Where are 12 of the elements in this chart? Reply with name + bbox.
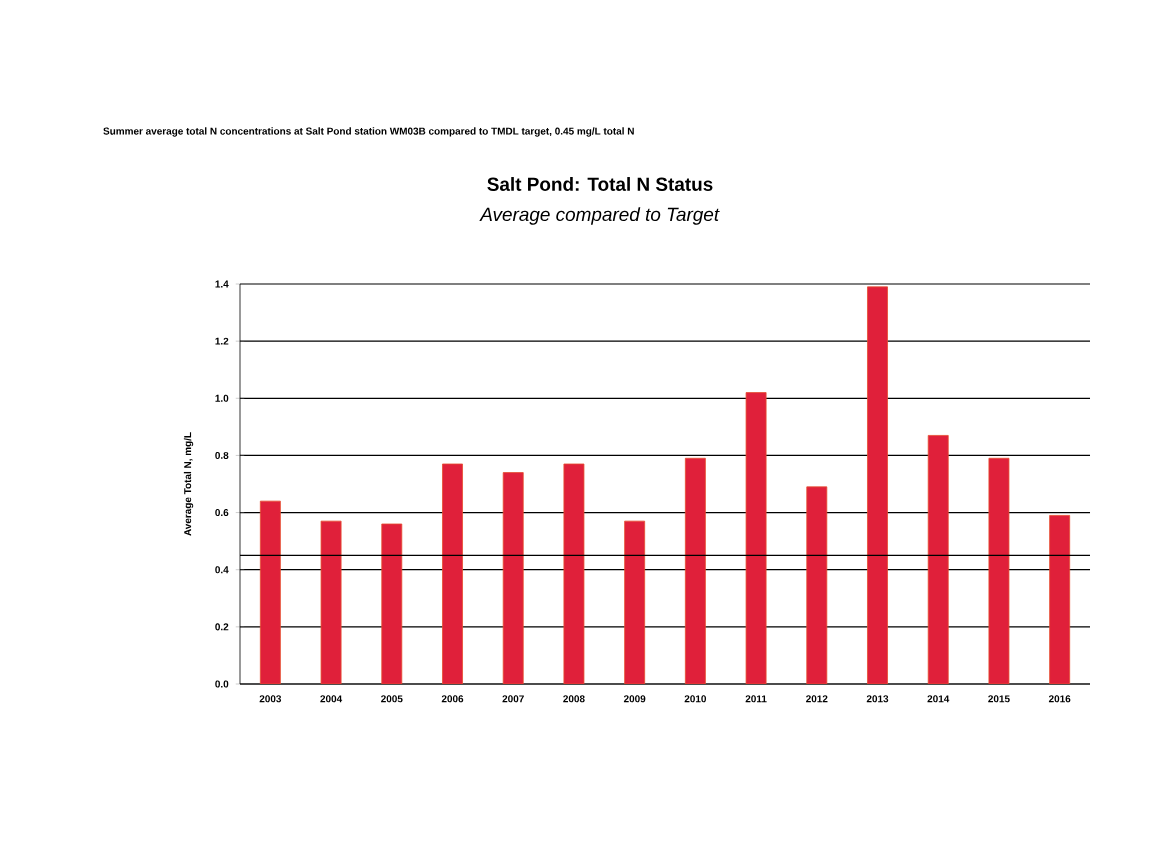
bar bbox=[502, 472, 524, 684]
bar bbox=[259, 500, 281, 684]
bar bbox=[624, 520, 646, 684]
bar bbox=[684, 457, 706, 684]
bar bbox=[806, 486, 828, 684]
bar bbox=[442, 463, 463, 684]
bar bbox=[1049, 515, 1071, 684]
bar bbox=[381, 523, 403, 684]
chart-subtitle: Average compared to Target bbox=[479, 207, 720, 225]
bar bbox=[927, 435, 949, 684]
chart-title: Salt Pond: Total N Status bbox=[487, 177, 713, 191]
bar bbox=[867, 286, 888, 684]
